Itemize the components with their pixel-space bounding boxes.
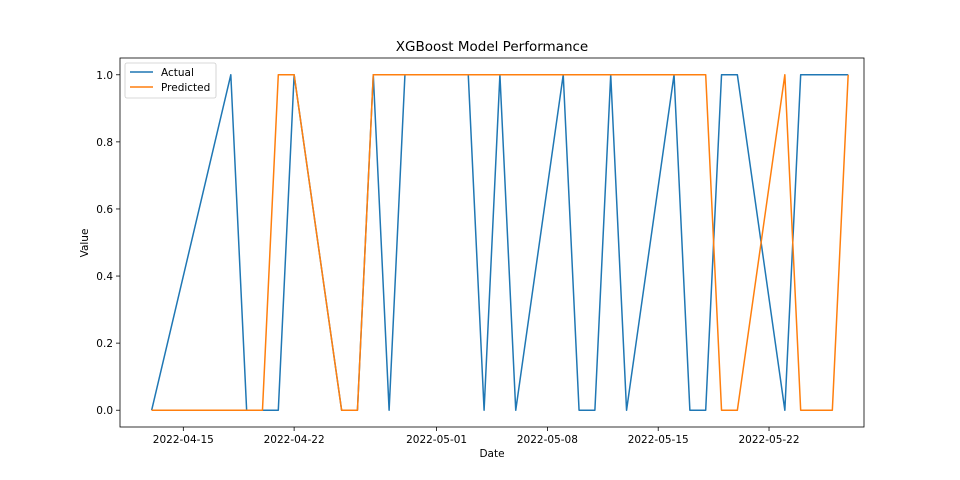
series-line-actual xyxy=(150,74,849,411)
x-tick-label: 2022-05-22 xyxy=(739,434,800,446)
legend: Actual Predicted xyxy=(124,62,217,99)
series-layer xyxy=(150,74,849,411)
x-axis-label: Date xyxy=(479,448,504,460)
y-tick-label: 0.2 xyxy=(96,338,113,350)
y-tick-label: 0.8 xyxy=(96,137,113,149)
x-tick-label: 2022-05-01 xyxy=(406,434,467,446)
y-tick-label: 0.4 xyxy=(96,271,113,283)
legend-label-actual: Actual xyxy=(161,67,194,79)
legend-label-predicted: Predicted xyxy=(161,82,210,94)
y-axis-label: Value xyxy=(79,229,91,258)
y-axis: 0.0 0.2 0.4 0.6 0.8 1.0 xyxy=(96,70,120,417)
plot-frame xyxy=(119,57,865,428)
series-line-predicted xyxy=(151,74,849,411)
y-tick-label: 0.0 xyxy=(96,405,113,417)
chart-title: XGBoost Model Performance xyxy=(396,39,588,55)
x-tick-label: 2022-04-15 xyxy=(153,434,214,446)
y-tick-label: 1.0 xyxy=(96,70,113,82)
x-axis: 2022-04-15 2022-04-22 2022-05-01 2022-05-08… xyxy=(153,427,800,446)
x-tick-label: 2022-05-08 xyxy=(517,434,578,446)
x-tick-label: 2022-05-15 xyxy=(628,434,689,446)
x-tick-label: 2022-04-22 xyxy=(264,434,325,446)
y-tick-label: 0.6 xyxy=(96,204,113,216)
